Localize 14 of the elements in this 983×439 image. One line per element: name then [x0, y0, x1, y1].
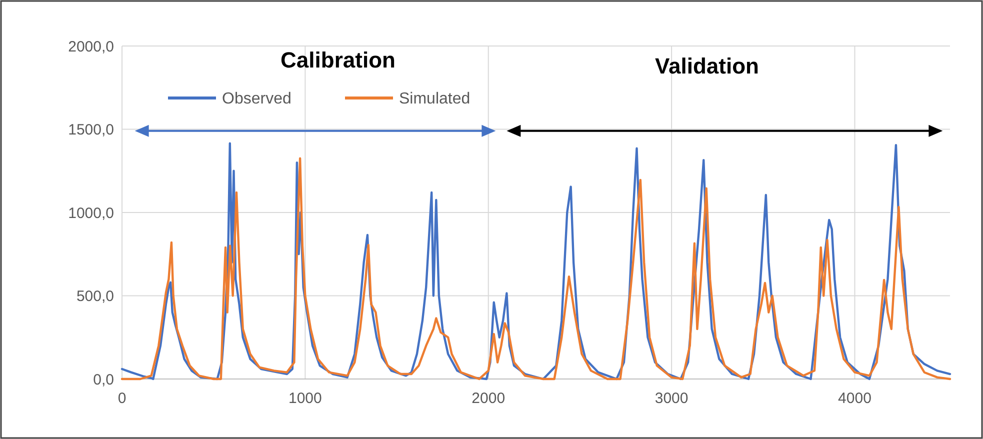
y-tick-label: 2000,0 — [68, 38, 114, 56]
y-tick-label: 1500,0 — [68, 122, 114, 138]
x-tick-label: 1000 — [288, 390, 322, 407]
annotation: Calibration — [280, 48, 396, 73]
y-tick-label: 0,0 — [93, 371, 114, 388]
x-tick-label: 4000 — [838, 390, 872, 407]
y-tick-label: 1000,0 — [68, 204, 114, 222]
y-tick-label: 500,0 — [76, 288, 114, 305]
x-tick-label: 0 — [118, 390, 126, 407]
legend-label: Observed — [222, 90, 292, 108]
x-tick-label: 2000 — [472, 390, 506, 407]
legend-label: Simulated — [399, 90, 470, 108]
x-tick-label: 3000 — [654, 390, 688, 407]
annotation: Validation — [655, 54, 759, 79]
